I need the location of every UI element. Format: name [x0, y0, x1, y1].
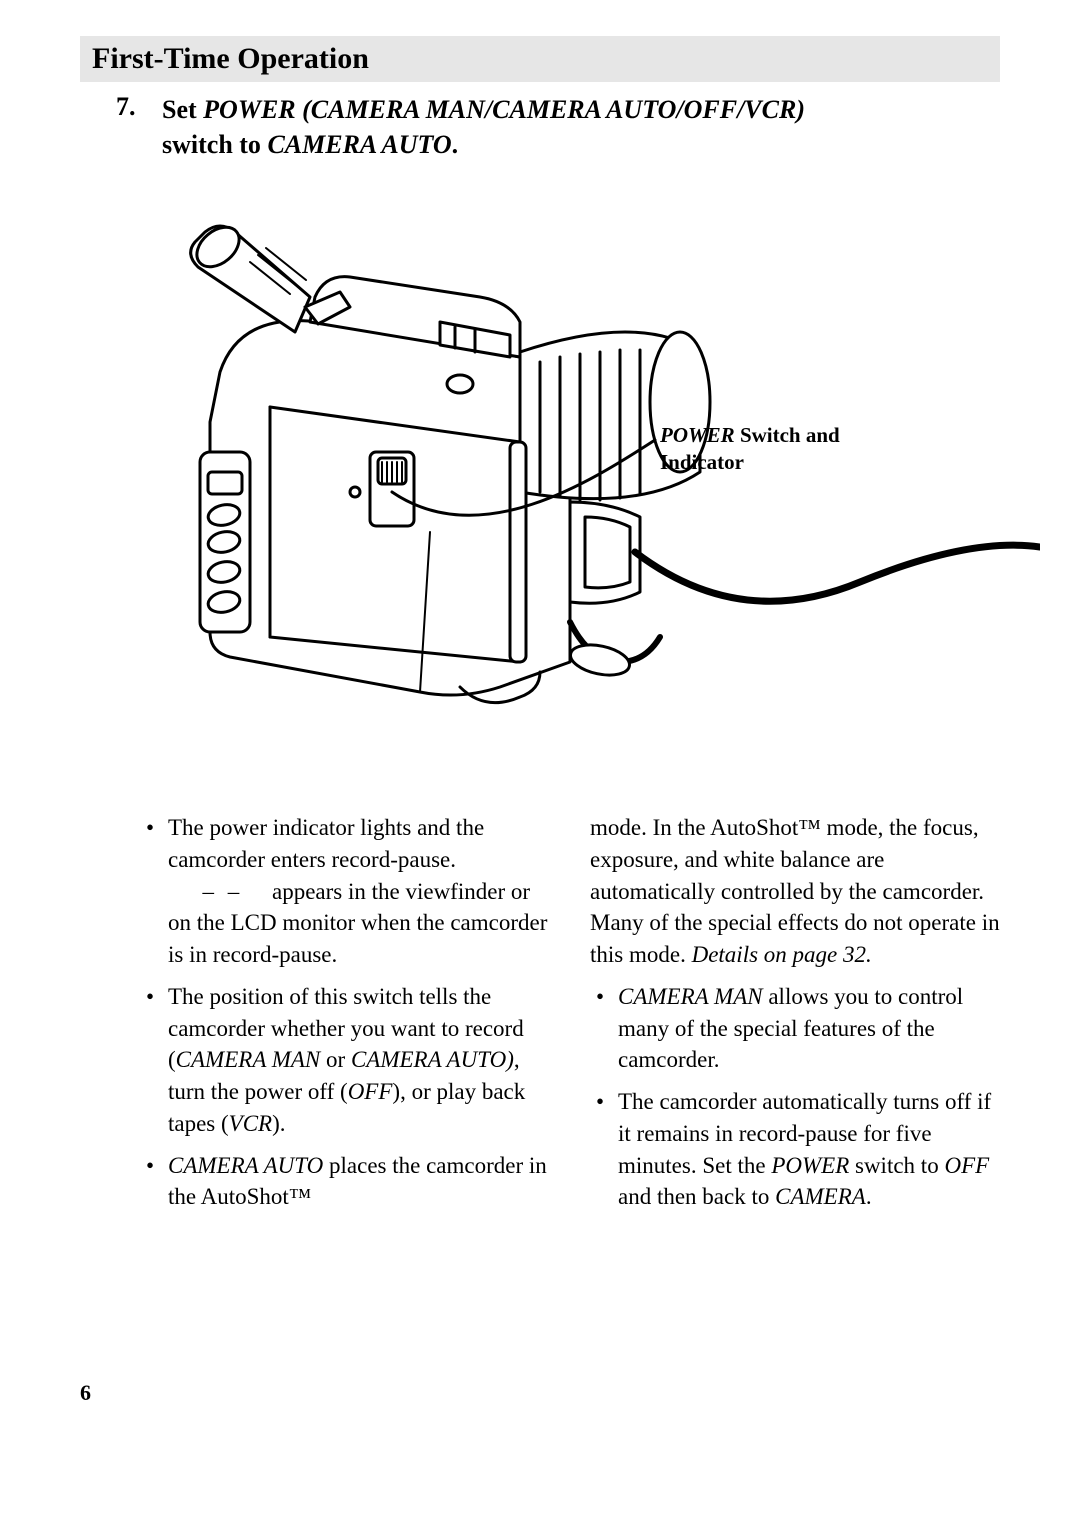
lc-b2i: ).	[272, 1111, 285, 1136]
lc-dash: – –	[203, 879, 244, 904]
step-number: 7.	[116, 92, 162, 122]
step-7: 7. Set POWER (CAMERA MAN/CAMERA AUTO/OFF…	[80, 92, 1000, 162]
step-instruction: Set POWER (CAMERA MAN/CAMERA AUTO/OFF/VC…	[162, 92, 805, 162]
section-header: First-Time Operation	[80, 36, 1000, 82]
camcorder-illustration: POWER Switch and Indicator	[140, 192, 1040, 752]
left-bullet-3: CAMERA AUTO places the camcorder in the …	[140, 1150, 550, 1213]
rc-b2g: .	[866, 1184, 872, 1209]
rc-b2c: switch to	[849, 1153, 944, 1178]
callout-power: POWER	[660, 423, 735, 447]
right-bullet-1: CAMERA MAN allows you to control many of…	[590, 981, 1000, 1076]
lc-b2c: or	[320, 1047, 351, 1072]
rc-b2d: OFF	[944, 1153, 989, 1178]
rc-b2f: CAMERA	[775, 1184, 866, 1209]
left-bullet-1: The power indicator lights and the camco…	[140, 812, 550, 971]
step-text-modes: (CAMERA MAN/CAMERA AUTO/OFF/VCR)	[296, 95, 805, 124]
callout-rest: Switch and	[735, 423, 840, 447]
lc-b1a: The power indicator lights and the camco…	[168, 815, 484, 872]
lc-b3a: CAMERA AUTO	[168, 1153, 323, 1178]
power-switch-callout: POWER Switch and Indicator	[660, 422, 840, 477]
step-text-period: .	[452, 130, 459, 159]
manual-page: First-Time Operation 7. Set POWER (CAMER…	[0, 0, 1080, 1263]
left-bullet-2: The position of this switch tells the ca…	[140, 981, 550, 1140]
rc-b2b: POWER	[771, 1153, 849, 1178]
section-title: First-Time Operation	[92, 42, 369, 75]
rc-b1a: CAMERA MAN	[618, 984, 763, 1009]
lc-b2d: CAMERA AUTO)	[351, 1047, 514, 1072]
rc-cont1-ital: Details on page 32.	[692, 942, 872, 967]
right-continuation: mode. In the AutoShot™ mode, the focus, …	[590, 812, 1000, 971]
lc-b2f: OFF	[348, 1079, 393, 1104]
page-number: 6	[80, 1380, 91, 1406]
left-column: The power indicator lights and the camco…	[140, 812, 550, 1223]
body-columns: The power indicator lights and the camco…	[80, 812, 1000, 1223]
step-text-auto: CAMERA AUTO	[267, 130, 451, 159]
step-text-switch: switch to	[162, 130, 267, 159]
callout-line2: Indicator	[660, 450, 744, 474]
step-text-power: POWER	[203, 95, 295, 124]
lc-b2h: VCR	[229, 1111, 272, 1136]
step-text-set: Set	[162, 95, 203, 124]
right-bullet-2: The camcorder automatically turns off if…	[590, 1086, 1000, 1213]
camcorder-svg	[140, 192, 1040, 752]
lc-b2b: CAMERA MAN	[176, 1047, 321, 1072]
rc-b2e: and then back to	[618, 1184, 775, 1209]
right-column: mode. In the AutoShot™ mode, the focus, …	[590, 812, 1000, 1223]
